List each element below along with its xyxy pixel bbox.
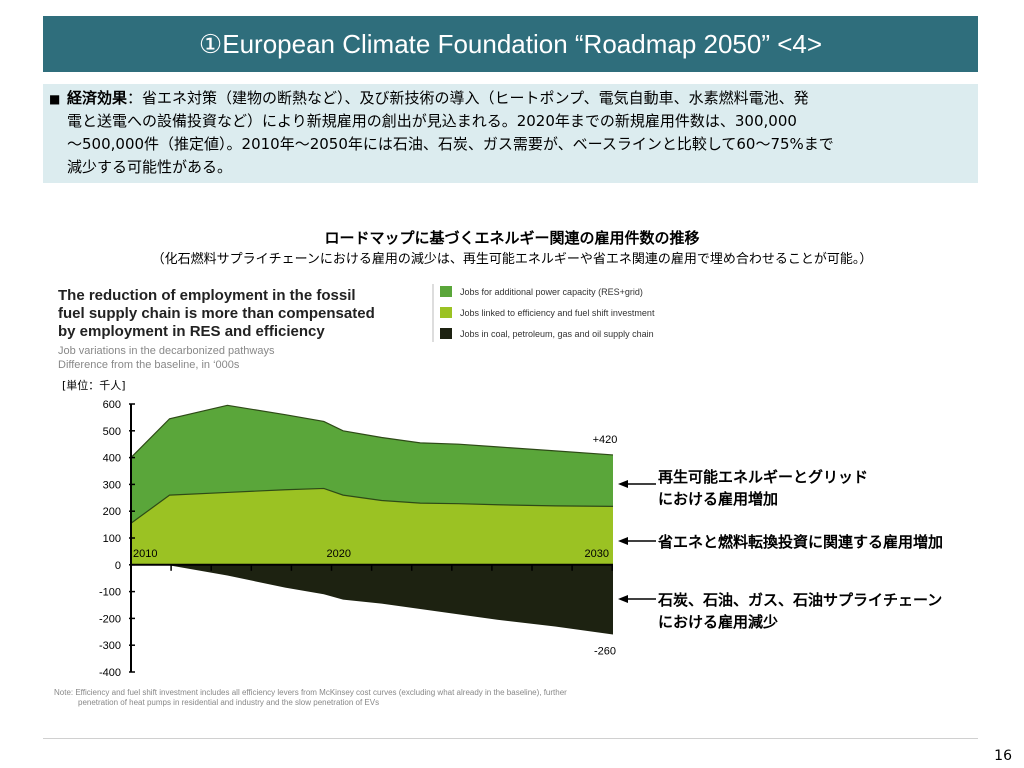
y-tick-label: 200: [103, 506, 121, 518]
chart-subtitle-line-2: Difference from the baseline, in ‘000s: [58, 359, 240, 371]
annotation-res-line-1: 再生可能エネルギーとグリッド: [658, 468, 869, 486]
plot-area: 600 500 400 300 200 100 0 -100 -200 -300 -400 2010 2…: [99, 399, 617, 679]
annotation-fossil-line-2: における雇用減少: [658, 613, 779, 631]
chart-subtitle-line-1: Job variations in the decarbonized pathw…: [58, 345, 275, 357]
legend-label-2: Jobs linked to efficiency and fuel shift…: [460, 308, 655, 318]
legend-label-1: Jobs for additional power capacity (RES+…: [460, 287, 643, 297]
legend-swatch-3: [440, 328, 452, 339]
chart-title: The reduction of employment in the fossi…: [58, 287, 375, 340]
series-area-2: [131, 488, 613, 565]
summary-line-1-text: ：省エネ対策（建物の断熱など）、及び新技術の導入（ヒートポンプ、電気自動車、水素…: [127, 89, 809, 107]
annotation-fossil: 石炭、石油、ガス、石油サプライチェーン における雇用減少: [658, 589, 942, 633]
summary-line-2: 電と送電への設備投資など）により新規雇用の創出が見込まれる。2020年までの新規…: [67, 112, 797, 130]
area-chart: The reduction of employment in the fossi…: [54, 284, 655, 707]
y-tick-label: -400: [99, 667, 121, 679]
footer-divider: [43, 738, 978, 739]
y-tick-label: 100: [103, 533, 121, 545]
x-tick-label: 2030: [585, 548, 609, 560]
legend-swatch-1: [440, 286, 452, 297]
summary-line-3: ～500,000件（推定値）。2010年～2050年には石油、石炭、ガス需要が、…: [67, 135, 834, 153]
arrow-fossil: [618, 595, 656, 603]
summary-line-1: 経済効果：省エネ対策（建物の断熱など）、及び新技術の導入（ヒートポンプ、電気自動…: [53, 87, 970, 110]
x-tick-label: 2010: [133, 548, 157, 560]
legend-swatch-2: [440, 307, 452, 318]
annotation-res: 再生可能エネルギーとグリッド における雇用増加: [658, 466, 868, 510]
arrow-res: [618, 480, 656, 488]
chart-note: Note: Efficiency and fuel shift investme…: [54, 688, 567, 707]
slide-title: ①European Climate Foundation “Roadmap 20…: [198, 28, 823, 59]
note-line-2: penetration of heat pumps in residential…: [78, 698, 379, 707]
annotation-efficiency: 省エネと燃料転換投資に関連する雇用増加: [658, 531, 943, 553]
chart-title-line-2: fuel supply chain is more than compensat…: [58, 305, 375, 322]
x-tick-label: 2020: [327, 548, 351, 560]
end-label-bottom: -260: [594, 645, 616, 657]
page-number: 16: [994, 748, 1012, 764]
note-line-1: Note: Efficiency and fuel shift investme…: [54, 688, 567, 697]
legend-label-3: Jobs in coal, petroleum, gas and oil sup…: [460, 329, 654, 339]
chart-subheading: （化石燃料サプライチェーンにおける雇用の減少は、再生可能エネルギーや省エネ関連の…: [151, 252, 873, 267]
y-tick-label: 300: [103, 479, 121, 491]
chart-panel: The reduction of employment in the fossi…: [48, 278, 702, 714]
annotation-fossil-line-1: 石炭、石油、ガス、石油サプライチェーン: [658, 591, 943, 609]
y-tick-label: -100: [99, 587, 121, 599]
summary-box: ■ 経済効果：省エネ対策（建物の断熱など）、及び新技術の導入（ヒートポンプ、電気…: [43, 84, 978, 183]
summary-line-4: 減少する可能性がある。: [67, 158, 233, 176]
y-tick-label: 0: [115, 560, 121, 572]
y-tick-label: 400: [103, 453, 121, 465]
series-line-1: [130, 404, 614, 459]
chart-title-line-3: by employment in RES and efficiency: [58, 323, 325, 340]
y-tick-label: 500: [103, 426, 121, 438]
series-line-2: [130, 487, 614, 524]
slide-title-bar: ①European Climate Foundation “Roadmap 20…: [43, 16, 978, 72]
summary-label: 経済効果: [67, 89, 128, 107]
y-tick-label: -200: [99, 613, 121, 625]
annotation-res-line-2: における雇用増加: [658, 490, 779, 508]
y-tick-label: 600: [103, 399, 121, 411]
chart-heading: ロードマップに基づくエネルギー関連の雇用件数の推移: [324, 229, 700, 247]
bullet-square: ■: [49, 92, 61, 106]
legend: Jobs for additional power capacity (RES+…: [440, 286, 655, 339]
unit-label: [単位：千人]: [62, 378, 126, 392]
end-label-top: +420: [593, 434, 618, 446]
chart-title-line-1: The reduction of employment in the fossi…: [58, 287, 356, 304]
chart-subtitle: Job variations in the decarbonized pathw…: [58, 345, 275, 371]
arrow-efficiency: [618, 537, 656, 545]
annotation-efficiency-text: 省エネと燃料転換投資に関連する雇用増加: [658, 533, 944, 551]
y-tick-label: -300: [99, 640, 121, 652]
series-area-3: [131, 564, 613, 635]
